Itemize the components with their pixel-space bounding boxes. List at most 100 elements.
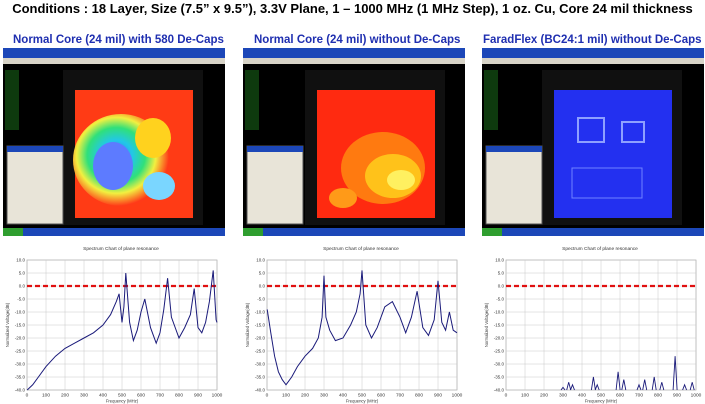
x-tick-label: 500 [358, 393, 366, 399]
x-tick-label: 700 [156, 393, 164, 399]
x-tick-label: 600 [616, 393, 624, 399]
simulation-screenshot-1 [3, 48, 225, 236]
y-tick-label: 5.0 [498, 271, 505, 276]
y-tick-label: 5.0 [19, 271, 26, 276]
y-tick-label: -10.0 [15, 310, 26, 315]
y-tick-label: 0.0 [259, 284, 266, 289]
x-tick-label: 800 [175, 393, 183, 399]
y-tick-label: -40.0 [15, 388, 26, 393]
x-tick-label: 800 [654, 393, 662, 399]
simulation-screenshot-2 [243, 48, 465, 236]
spectrum-chart-3-svg: Spectrum Chart of plane resonance 10.0 5.0… [484, 246, 702, 404]
resonance-spike [615, 371, 621, 391]
x-tick-label: 1000 [452, 393, 463, 399]
y-tick-label: -30.0 [255, 362, 266, 367]
x-tick-label: 200 [540, 393, 548, 399]
y-axis-label: Normalized Voltage(dB) [5, 302, 10, 347]
y-tick-label: -40.0 [255, 388, 266, 393]
resonance-spike [642, 379, 648, 391]
x-tick-label: 0 [26, 393, 29, 399]
x-tick-label: 1000 [212, 393, 223, 399]
series-line [266, 270, 458, 386]
x-axis-label: Frequency (MHz) [585, 399, 618, 404]
resonance-spike [566, 382, 572, 391]
y-tick-label: -35.0 [255, 375, 266, 380]
conditions-title: Conditions : 18 Layer, Size (7.5” x 9.5”… [12, 1, 693, 16]
y-tick-label: 10.0 [256, 258, 265, 263]
x-tick-label: 400 [99, 393, 107, 399]
chart-title: Spectrum Chart of plane resonance [323, 246, 399, 252]
chart-title: Spectrum Chart of plane resonance [83, 246, 159, 252]
x-tick-label: 400 [339, 393, 347, 399]
resonance-spike [689, 382, 695, 391]
y-tick-label: -25.0 [255, 349, 266, 354]
panel-title-1: Normal Core (24 mil) with 580 De-Caps [13, 34, 224, 46]
x-tick-label: 900 [434, 393, 442, 399]
y-tick-label: -25.0 [15, 349, 26, 354]
y-tick-label: -5.0 [257, 297, 265, 302]
x-tick-label: 800 [415, 393, 423, 399]
x-axis-label: Frequency (MHz) [346, 399, 379, 404]
x-tick-label: 700 [635, 393, 643, 399]
y-tick-label: -20.0 [494, 336, 505, 341]
y-tick-label: -20.0 [15, 336, 26, 341]
resonance-spike [560, 386, 566, 391]
y-tick-label: -5.0 [17, 297, 25, 302]
y-tick-label: -15.0 [15, 323, 26, 328]
y-tick-label: -35.0 [494, 375, 505, 380]
x-tick-label: 900 [194, 393, 202, 399]
y-tick-label: 10.0 [495, 258, 504, 263]
resonance-spike [621, 379, 627, 391]
y-tick-label: -40.0 [494, 388, 505, 393]
x-tick-label: 0 [505, 393, 508, 399]
y-tick-label: -25.0 [494, 349, 505, 354]
spectrum-chart-2: Spectrum Chart of plane resonance 10.0 5.0… [243, 240, 465, 404]
y-tick-label: -10.0 [255, 310, 266, 315]
y-tick-label: 5.0 [259, 271, 266, 276]
x-tick-label: 200 [61, 393, 69, 399]
x-tick-label: 200 [301, 393, 309, 399]
y-tick-label: 0.0 [19, 284, 26, 289]
resonance-spike [651, 376, 657, 391]
x-tick-label: 600 [377, 393, 385, 399]
x-tick-label: 100 [521, 393, 529, 399]
spectrum-chart-3: Spectrum Chart of plane resonance 10.0 5.0… [482, 240, 704, 404]
y-tick-label: -30.0 [15, 362, 26, 367]
spectrum-chart-2-svg: Spectrum Chart of plane resonance 10.0 5.0… [245, 246, 463, 404]
y-axis-label: Normalized Voltage(dB) [484, 302, 489, 347]
x-tick-label: 600 [137, 393, 145, 399]
y-axis-label: Normalized Voltage(dB) [245, 302, 250, 347]
x-tick-label: 300 [80, 393, 88, 399]
x-tick-label: 900 [673, 393, 681, 399]
x-tick-label: 100 [282, 393, 290, 399]
x-tick-label: 300 [320, 393, 328, 399]
panel-title-2: Normal Core (24 mil) without De-Caps [254, 34, 461, 46]
y-tick-label: -30.0 [494, 362, 505, 367]
y-tick-label: -10.0 [494, 310, 505, 315]
spectrum-chart-1: Spectrum Chart of plane resonance 10.0 5.0… [3, 240, 225, 404]
y-tick-label: -35.0 [15, 375, 26, 380]
y-tick-label: 10.0 [16, 258, 25, 263]
spectrum-chart-1-svg: Spectrum Chart of plane resonance 10.0 5.0… [5, 246, 223, 404]
panel-title-3: FaradFlex (BC24:1 mil) without De-Caps [483, 34, 702, 46]
resonance-spike [636, 383, 642, 391]
simulation-screenshot-3 [482, 48, 704, 236]
x-axis-label: Frequency (MHz) [106, 399, 139, 404]
x-tick-label: 500 [118, 393, 126, 399]
y-tick-label: -20.0 [255, 336, 266, 341]
x-tick-label: 1000 [691, 393, 702, 399]
resonance-spike [672, 356, 678, 391]
series-line [26, 270, 218, 391]
x-tick-label: 0 [266, 393, 269, 399]
resonance-spike [570, 383, 575, 391]
y-tick-label: -15.0 [494, 323, 505, 328]
resonance-spike [594, 383, 600, 391]
resonance-spike [590, 376, 596, 391]
x-tick-label: 400 [578, 393, 586, 399]
x-tick-label: 300 [559, 393, 567, 399]
y-tick-label: 0.0 [498, 284, 505, 289]
x-tick-label: 700 [396, 393, 404, 399]
chart-title: Spectrum Chart of plane resonance [562, 246, 638, 252]
x-tick-label: 100 [42, 393, 50, 399]
y-tick-label: -15.0 [255, 323, 266, 328]
